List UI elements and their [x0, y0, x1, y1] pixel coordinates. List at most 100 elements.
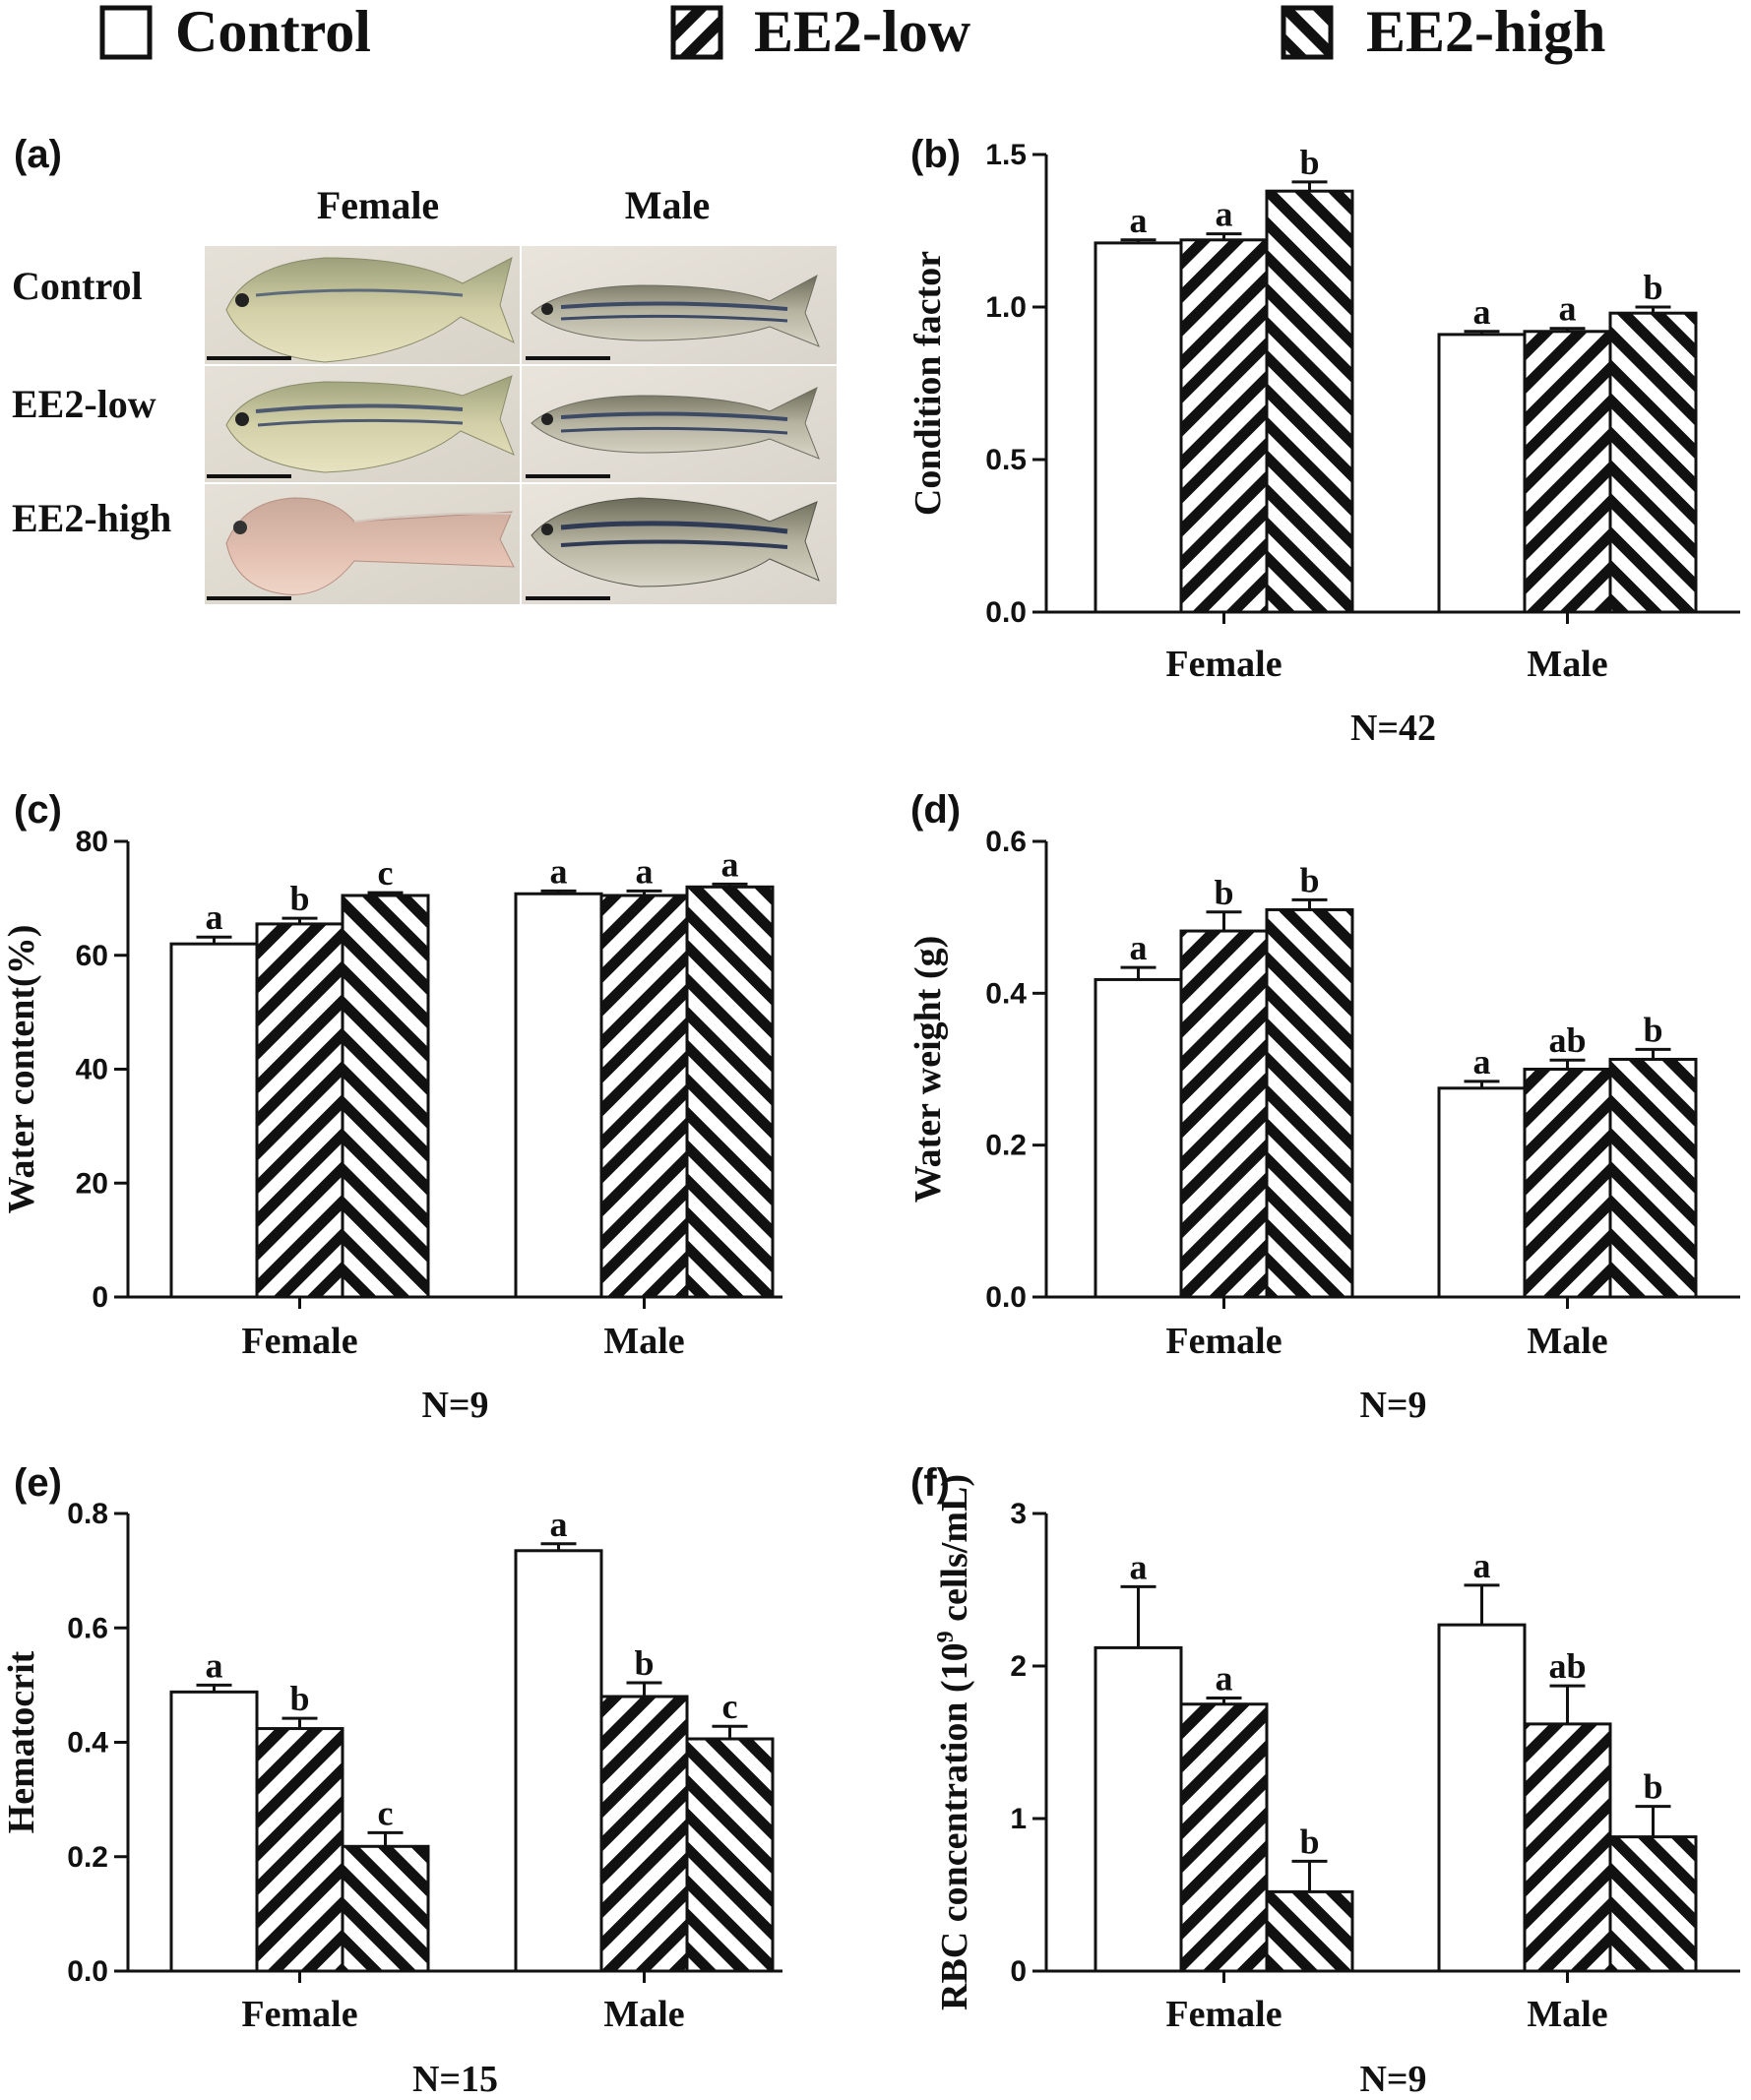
y-tick-label: 40 — [76, 1054, 108, 1086]
significance-letter: b — [289, 1679, 309, 1718]
legend-swatch-ee2-low — [670, 5, 723, 60]
legend-item-ee2-low: EE2-low — [670, 0, 971, 64]
bar-ee2-high-male — [1608, 1835, 1698, 1973]
y-axis-label: Condition factor — [907, 251, 949, 516]
bar-ee2-low-female — [255, 1727, 344, 1973]
category-label-female: Female — [241, 1994, 357, 2035]
significance-letter: c — [722, 1687, 738, 1726]
bar-ee2-low-male — [1523, 1722, 1612, 1973]
bar-control-male — [1437, 333, 1527, 614]
significance-letter: ab — [1548, 1646, 1586, 1686]
photo-female-ee2-low — [205, 366, 520, 482]
y-tick-label: 1.5 — [985, 139, 1027, 171]
photo-male-control — [522, 246, 837, 364]
y-tick-label: 0.6 — [985, 826, 1027, 858]
legend-item-control: Control — [99, 0, 371, 64]
bar-control-female — [169, 1690, 259, 1973]
y-axis-label-superscript: 9 — [933, 1631, 959, 1642]
significance-letter: a — [1473, 1546, 1491, 1585]
bar-ee2-low-male — [1523, 330, 1612, 614]
bar-ee2-low-male — [1523, 1068, 1612, 1299]
bar-ee2-low-female — [1179, 929, 1269, 1299]
y-tick-label: 1.0 — [985, 291, 1027, 324]
significance-letter: c — [378, 1793, 394, 1832]
chart-panel-b: (b) 0.0 0.5 1.0 1.5 Condition factor Female Mal… — [907, 133, 1740, 749]
chart-panel-e: (e) 0.0 0.2 0.4 0.6 0.8 Hematocrit Female Male N=… — [1, 1461, 782, 2100]
category-label-male: Male — [1527, 644, 1607, 685]
photo-row-ee2-low: EE2-low — [12, 382, 156, 426]
photo-row-control: Control — [12, 264, 143, 308]
bar-control-male — [514, 892, 603, 1299]
sample-size-label: N=42 — [1350, 708, 1436, 749]
bar-ee2-high-male — [1608, 1057, 1698, 1299]
legend: Control EE2-low EE2-high — [99, 0, 1605, 64]
sample-size-label: N=15 — [412, 2059, 498, 2100]
y-axis-label-part: cells/mL) — [934, 1474, 975, 1631]
sample-size-label: N=9 — [421, 1385, 488, 1426]
bar-ee2-high-female — [1265, 907, 1354, 1299]
significance-letter: b — [1643, 268, 1662, 307]
photo-column-female: Female — [317, 183, 439, 227]
category-label-female: Female — [1165, 1994, 1282, 2035]
y-tick-label: 0.6 — [67, 1612, 108, 1644]
chart-panel-c: (c) 0 20 40 60 80 Water content(%) Female Male N=… — [1, 788, 782, 1426]
y-axis-label: RBC concentration (109 cells/mL) — [933, 1474, 975, 2010]
bar-control-female — [169, 942, 259, 1299]
y-tick-label: 20 — [76, 1167, 108, 1200]
y-tick-label: 0.2 — [67, 1841, 108, 1874]
y-tick-label: 0 — [1010, 1955, 1027, 1988]
significance-letter: a — [1216, 1659, 1233, 1699]
category-label-male: Male — [603, 1321, 684, 1362]
photo-panel: (a) Female Male Control EE2-low EE2-high — [12, 133, 837, 604]
y-axis-label-part: RBC concentration (10 — [934, 1642, 975, 2010]
y-axis-label: Water content(%) — [1, 925, 42, 1214]
category-label-female: Female — [241, 1321, 357, 1362]
significance-letter: b — [289, 879, 309, 918]
significance-letter: a — [550, 851, 568, 891]
legend-item-ee2-high: EE2-high — [1281, 0, 1605, 64]
photo-female-control — [205, 246, 520, 364]
bar-ee2-high-female — [341, 1844, 430, 1973]
y-tick-label: 2 — [1010, 1650, 1027, 1683]
significance-letter: b — [1299, 143, 1319, 182]
sample-size-label: N=9 — [1359, 1385, 1426, 1426]
y-tick-label: 0.8 — [67, 1498, 108, 1530]
photo-male-ee2-low — [522, 366, 837, 482]
bar-ee2-low-female — [1179, 1702, 1269, 1973]
y-tick-label: 80 — [76, 826, 108, 858]
significance-letter: a — [1130, 201, 1148, 240]
y-axis-label: Hematocrit — [1, 1650, 42, 1833]
significance-letter: b — [1643, 1010, 1662, 1049]
bar-ee2-high-female — [1265, 189, 1354, 614]
y-tick-label: 0.4 — [985, 977, 1027, 1010]
chart-panel-f: (f) 0 1 2 3 RBC concentration (109 cells/mL) F… — [910, 1461, 1740, 2100]
bar-control-female — [1094, 977, 1183, 1299]
photo-male-ee2-high — [522, 484, 837, 604]
significance-letter: b — [1214, 873, 1233, 912]
category-label-male: Male — [603, 1994, 684, 2035]
significance-letter: a — [1473, 292, 1491, 332]
significance-letter: a — [1130, 1547, 1148, 1586]
photo-column-male: Male — [625, 183, 711, 227]
significance-letter: a — [206, 897, 223, 937]
bar-control-male — [514, 1549, 603, 1973]
panel-letter-b: (b) — [910, 133, 961, 176]
bar-ee2-high-male — [685, 885, 775, 1299]
significance-letter: a — [1473, 1042, 1491, 1081]
significance-letter: a — [721, 844, 739, 884]
y-tick-label: 0.4 — [67, 1727, 108, 1760]
bar-ee2-low-male — [599, 894, 689, 1299]
legend-label-ee2-high: EE2-high — [1366, 0, 1605, 64]
y-tick-label: 0.0 — [67, 1955, 108, 1988]
bar-ee2-low-male — [599, 1695, 689, 1973]
panel-letter-c: (c) — [14, 788, 62, 832]
significance-letter: a — [206, 1645, 223, 1685]
significance-letter: b — [1299, 860, 1319, 899]
y-tick-label: 0 — [92, 1281, 108, 1314]
significance-letter: a — [636, 851, 654, 891]
y-tick-label: 60 — [76, 940, 108, 972]
significance-letter: b — [1643, 1767, 1662, 1807]
y-tick-label: 0.2 — [985, 1130, 1027, 1162]
sample-size-label: N=9 — [1359, 2059, 1426, 2100]
